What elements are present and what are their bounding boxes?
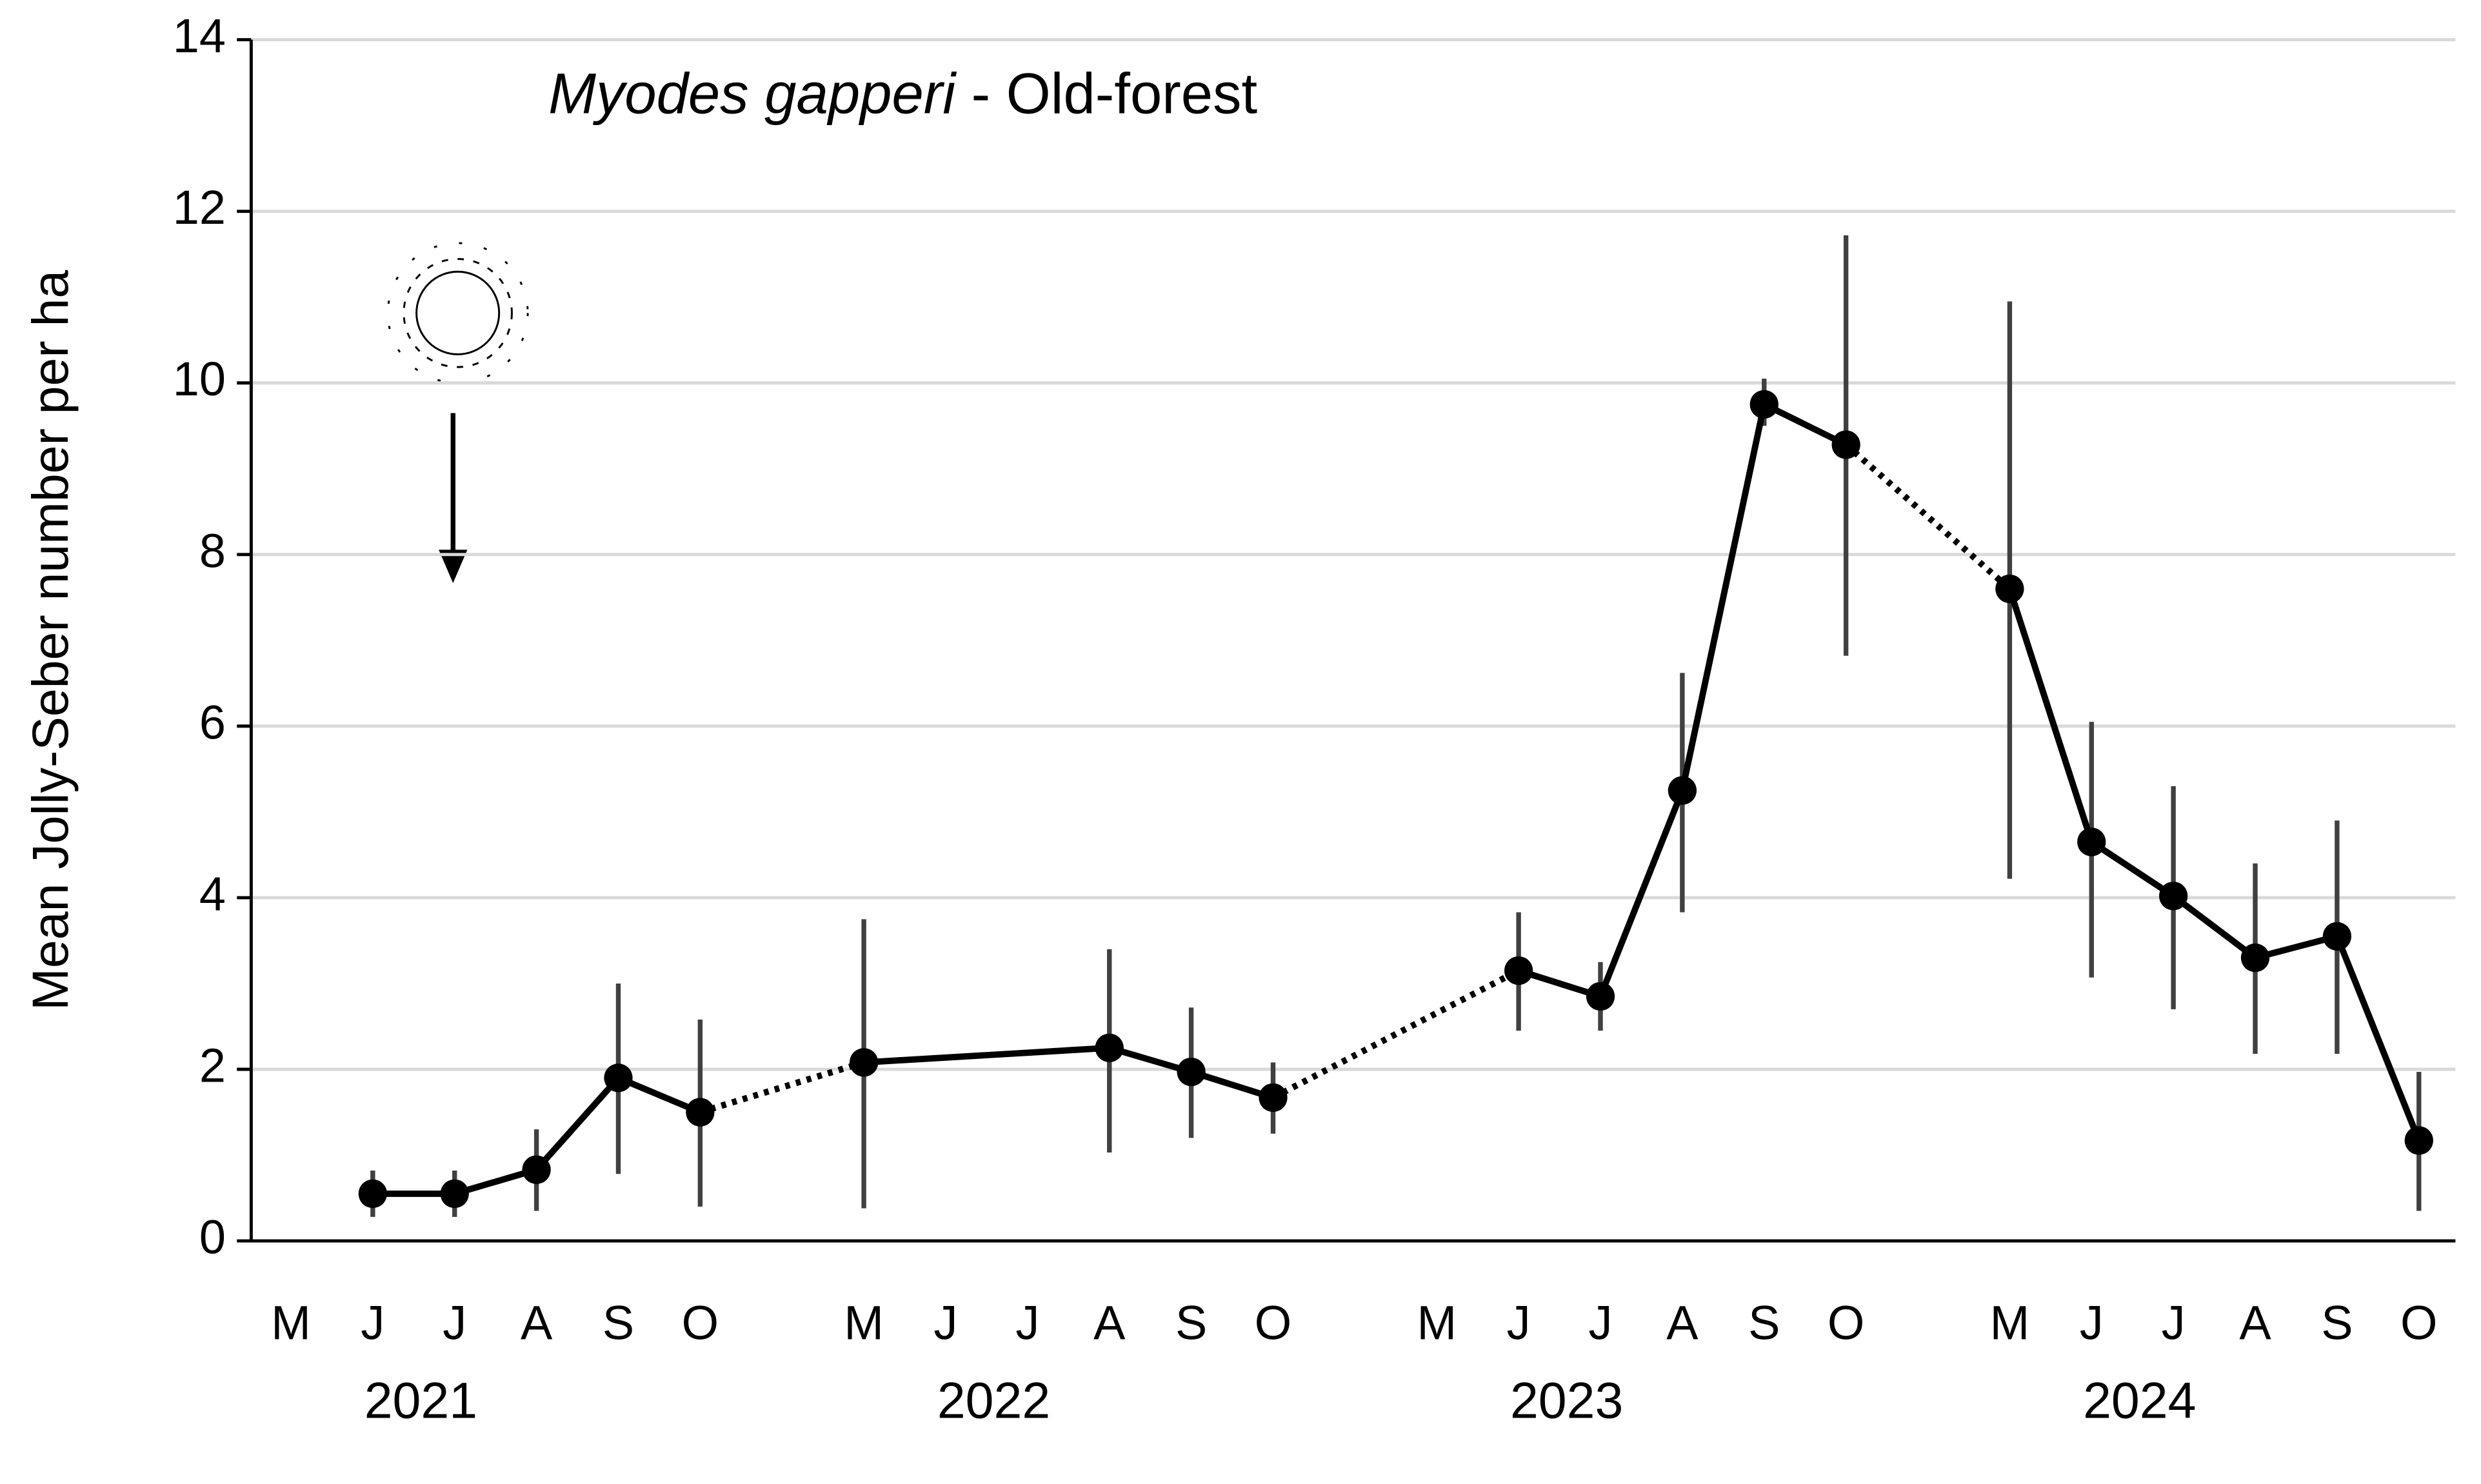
y-tick-label: 14: [173, 9, 226, 63]
y-tick-label: 4: [199, 867, 226, 920]
data-point: [2404, 1126, 2433, 1155]
x-tick-label: M: [844, 1296, 884, 1350]
x-tick-label: S: [1748, 1296, 1780, 1350]
x-tick-label: J: [1507, 1296, 1531, 1350]
data-point: [2240, 943, 2270, 973]
data-point: [604, 1064, 633, 1093]
data-point: [1749, 390, 1779, 419]
line-segment: [2089, 839, 2175, 899]
y-tick-label: 10: [173, 352, 226, 406]
x-tick-label: J: [934, 1296, 958, 1350]
x-tick-label: J: [361, 1296, 384, 1350]
data-point: [1095, 1033, 1124, 1062]
line-segment: [2334, 935, 2422, 1142]
x-tick-label: S: [2321, 1296, 2353, 1350]
x-tick-label: J: [2162, 1296, 2186, 1350]
data-point: [358, 1179, 388, 1209]
data-point: [2322, 922, 2352, 951]
data-point: [1177, 1057, 1206, 1087]
x-tick-label: A: [1666, 1296, 1699, 1350]
y-tick-label: 6: [199, 695, 226, 749]
line-segment: [2171, 893, 2257, 960]
year-label: 2021: [364, 1372, 477, 1429]
title-text: - Old-forest: [971, 62, 1257, 126]
y-tick-label: 12: [173, 181, 226, 234]
y-axis-label: Mean Jolly-Seber number per ha: [22, 270, 79, 1011]
title-species: Myodes gapperi: [548, 62, 957, 126]
x-tick-label: S: [603, 1296, 634, 1350]
y-tick-label: 8: [199, 524, 226, 577]
data-point: [440, 1179, 469, 1209]
line-segment: [2006, 588, 2095, 843]
x-tick-label: J: [1015, 1296, 1039, 1350]
year-label: 2024: [2083, 1372, 2196, 1429]
data-point: [1995, 574, 2024, 604]
arrow-icon: [439, 413, 468, 584]
data-point: [522, 1155, 551, 1184]
x-tick-label: J: [1589, 1296, 1613, 1350]
x-tick-label: O: [682, 1296, 719, 1350]
year-label: 2022: [937, 1372, 1050, 1429]
data-point: [2158, 882, 2188, 911]
year-label: 2023: [1510, 1372, 1623, 1429]
data-point: [2077, 827, 2106, 856]
x-tick-label: M: [1990, 1296, 2030, 1350]
data-point: [1831, 430, 1860, 459]
line-segment: [1844, 442, 2012, 591]
data-point: [686, 1098, 715, 1127]
x-tick-label: M: [1417, 1296, 1457, 1350]
data-point: [1504, 956, 1533, 985]
x-tick-label: O: [1255, 1296, 1291, 1350]
line-segment: [863, 1044, 1110, 1066]
line-segment: [617, 1074, 702, 1116]
line-segment: [533, 1076, 621, 1172]
y-tick-label: 2: [199, 1039, 226, 1093]
x-tick-label: O: [1828, 1296, 1864, 1350]
sun-icon: [386, 242, 529, 384]
y-tick-label: 0: [199, 1211, 226, 1264]
data-point: [1668, 776, 1697, 805]
line-segment: [1762, 401, 1848, 448]
x-tick-label: S: [1175, 1296, 1207, 1350]
data-point: [1586, 982, 1615, 1011]
x-tick-label: A: [1093, 1296, 1126, 1350]
x-tick-label: M: [271, 1296, 311, 1350]
data-point: [849, 1048, 879, 1077]
x-tick-label: O: [2400, 1296, 2437, 1350]
x-tick-label: J: [2080, 1296, 2104, 1350]
chart-title: Myodes gapperi - Old-forest: [548, 62, 1257, 126]
line-segment: [1679, 403, 1768, 791]
line-segment: [1271, 967, 1520, 1101]
x-tick-label: J: [443, 1296, 466, 1350]
line-segment: [1597, 789, 1686, 998]
x-tick-label: A: [521, 1296, 553, 1350]
data-point: [1259, 1083, 1288, 1113]
x-tick-label: A: [2239, 1296, 2271, 1350]
